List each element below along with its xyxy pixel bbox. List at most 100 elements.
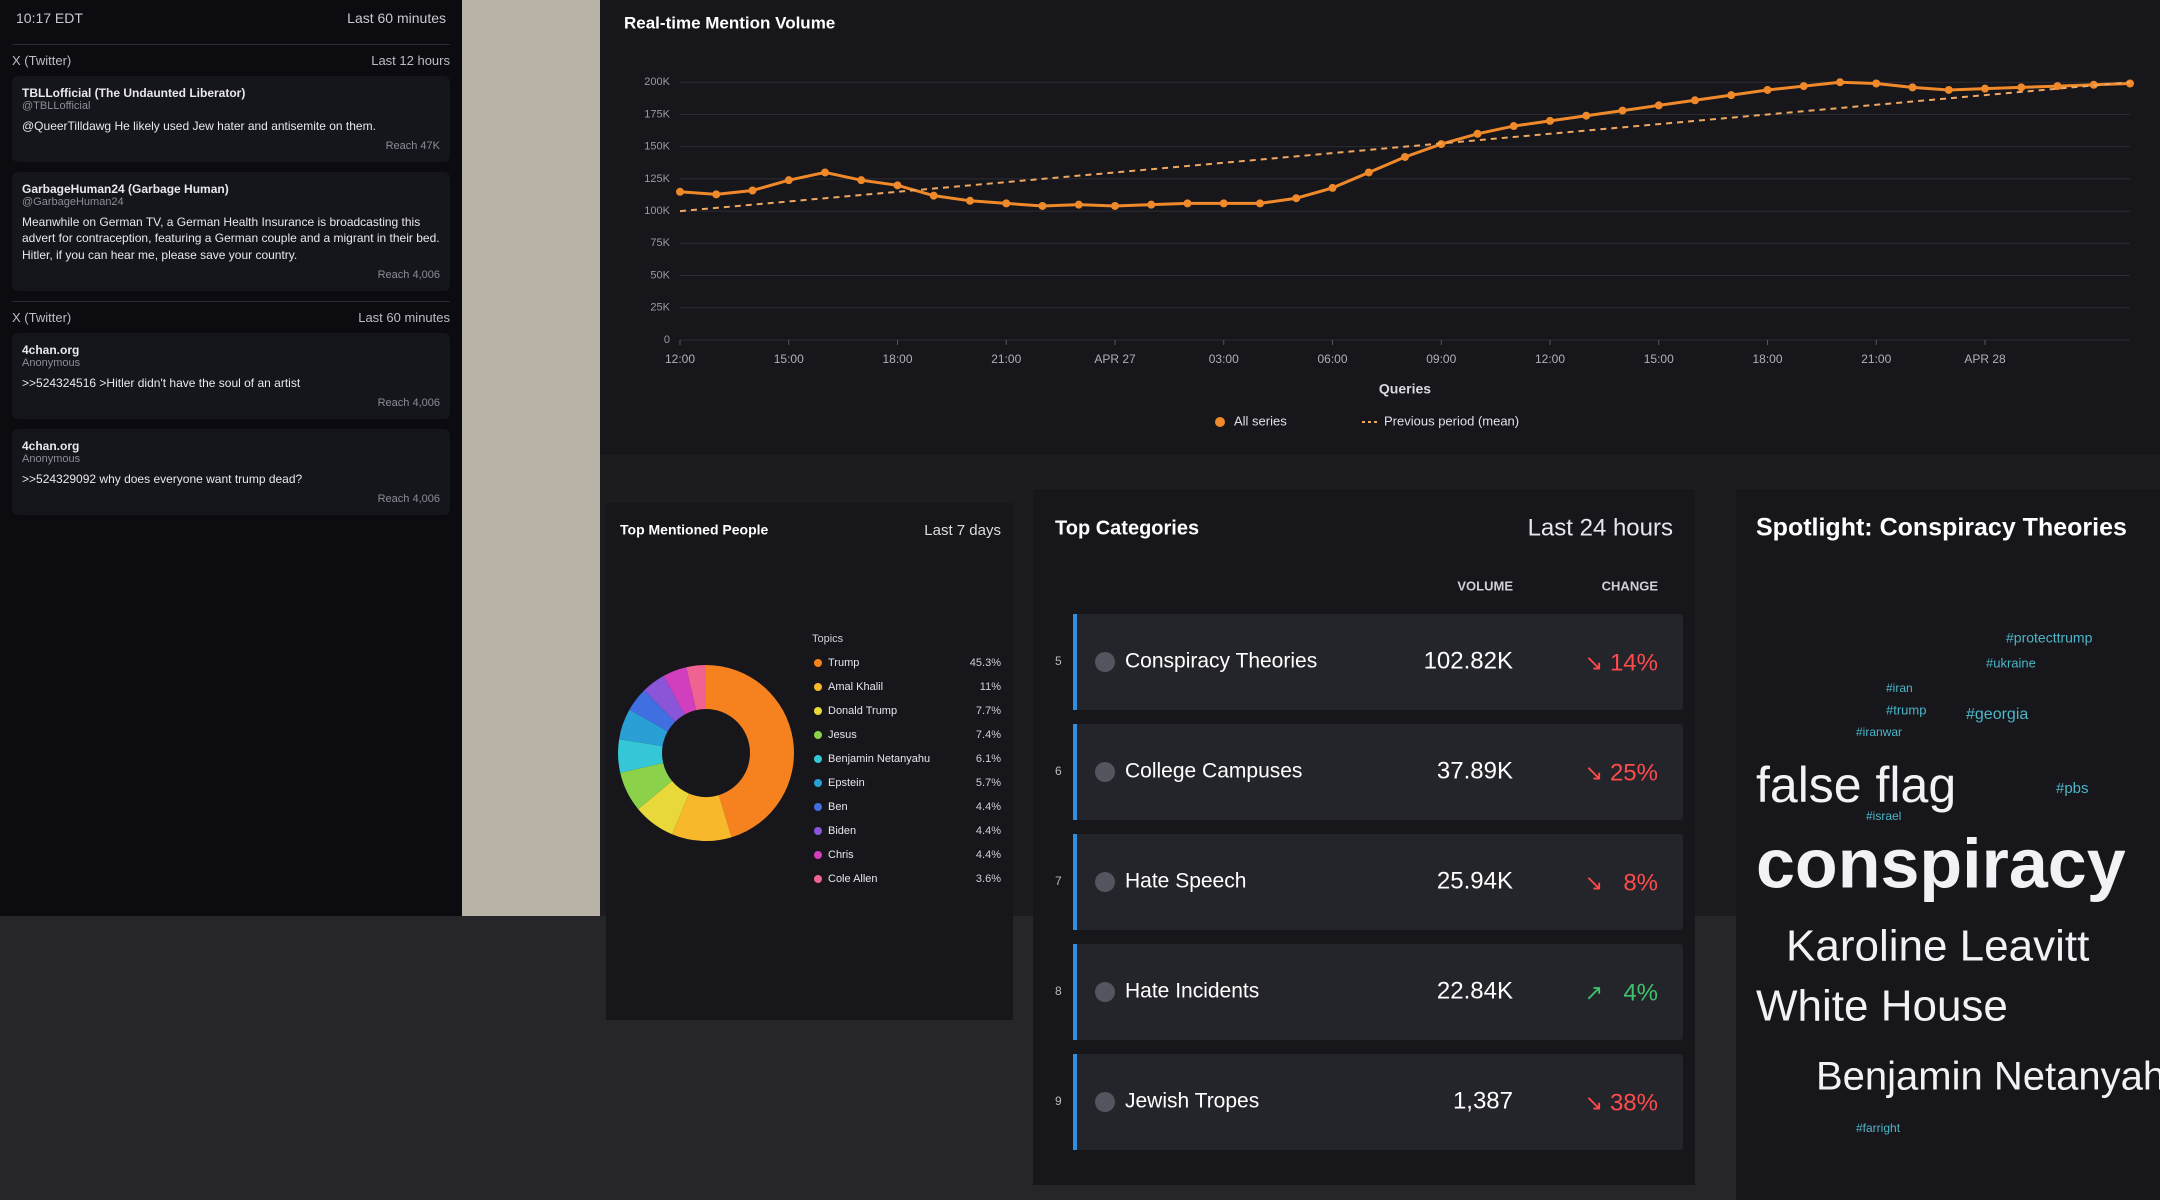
column-header: CHANGE: [1602, 578, 1659, 593]
value-label: 7.7%: [976, 705, 1001, 717]
series-point: [857, 176, 866, 185]
row-name: Hate Speech: [1125, 870, 1246, 893]
row-change: 8%: [1623, 869, 1658, 896]
series-point: [1582, 111, 1591, 120]
row-rank: 7: [1055, 874, 1062, 888]
legend-swatch: [814, 731, 822, 739]
legend-title: Topics: [812, 633, 844, 645]
series-point: [2017, 83, 2026, 92]
row-rank: 6: [1055, 764, 1062, 778]
legend-swatch: [814, 707, 822, 715]
column-header: VOLUME: [1457, 578, 1513, 593]
spotlight-title: Spotlight: Conspiracy Theories: [1756, 514, 2127, 542]
series-point: [1763, 85, 1772, 94]
row-volume: 37.89K: [1437, 757, 1513, 784]
legend-swatch: [814, 851, 822, 859]
series-point: [712, 190, 721, 199]
row-accent: [1073, 614, 1077, 710]
row-icon: [1095, 872, 1115, 892]
series-point: [1038, 201, 1047, 210]
feed: X (Twitter) Last 60 minutes 4chan.org Anony…: [12, 300, 450, 516]
series-point: [1401, 152, 1409, 161]
value-label: 11%: [980, 681, 1001, 693]
series-point: [1509, 122, 1518, 131]
row-icon: [1095, 762, 1115, 782]
row-change: 38%: [1610, 1089, 1658, 1116]
value-label: 4.4%: [976, 801, 1001, 813]
legend-swatch: [814, 659, 822, 667]
value-label: 5.7%: [976, 777, 1001, 789]
row-volume: 22.84K: [1437, 977, 1513, 1004]
donut-slice: [663, 667, 697, 715]
series-point: [1328, 183, 1337, 192]
y-tick-label: 50K: [650, 269, 670, 281]
series-point: [1727, 91, 1736, 100]
legend-swatch: [814, 683, 822, 691]
post: TBLLofficial (The Undaunted Liberator) @T…: [12, 76, 450, 163]
social-feed-panel: 10:17 EDT Last 60 minutes X (Twitter) Las…: [0, 0, 462, 916]
chart-title: Real-time Mention Volume: [624, 13, 835, 32]
post-text: @QueerTilldawg He likely used Jew hater …: [22, 119, 376, 133]
post-reach: Reach 4,006: [377, 493, 440, 506]
cloud-word: #protecttrump: [2006, 630, 2093, 646]
series-point: [1219, 199, 1228, 208]
post-handle: @TBLLofficial: [22, 100, 91, 112]
x-tick-label: 15:00: [774, 352, 804, 366]
row-volume: 102.82K: [1424, 647, 1513, 674]
value-label: 45.3%: [970, 657, 1001, 669]
x-tick-label: APR 27: [1094, 352, 1136, 366]
series-point: [1002, 199, 1011, 208]
series-point: [1147, 200, 1156, 209]
series-point: [748, 186, 757, 195]
row-rank: 8: [1055, 984, 1062, 998]
legend-swatch: [814, 755, 822, 763]
row-rank: 5: [1055, 654, 1062, 668]
series-point: [1074, 200, 1083, 209]
row-arrow: ↘: [1585, 870, 1603, 895]
feed: X (Twitter) Last 12 hours TBLLofficial (Th…: [12, 44, 450, 291]
series-point: [1944, 85, 1953, 94]
donut-slice: [618, 739, 664, 773]
series-point: [676, 187, 684, 196]
y-tick-label: 75K: [650, 237, 670, 249]
post-author: 4chan.org: [22, 342, 80, 357]
table-window: Last 24 hours: [1528, 514, 1673, 541]
x-tick-label: 06:00: [1317, 352, 1347, 366]
cloud-word: #israel: [1866, 809, 1901, 823]
x-tick-label: 18:00: [882, 352, 912, 366]
line-chart-panel: Real-time Mention Volume 0 25K 50K 75K 100K 12…: [600, 0, 2160, 455]
series-point: [1872, 79, 1881, 88]
post: GarbageHuman24 (Garbage Human) @GarbageHu…: [12, 172, 450, 291]
series-point: [784, 176, 793, 185]
legend-swatch: [814, 875, 822, 883]
cloud-word: #iranwar: [1856, 725, 1902, 739]
x-tick-label: 15:00: [1644, 352, 1674, 366]
cloud-word: false flag: [1756, 757, 1956, 813]
feed-window: Last 60 minutes: [358, 309, 450, 325]
cloud-word: White House: [1756, 982, 2008, 1031]
y-tick-label: 200K: [644, 76, 670, 88]
donut-slice: [686, 665, 706, 711]
series-point: [1618, 106, 1627, 115]
row-volume: 1,387: [1453, 1087, 1513, 1114]
feed-header: X (Twitter) Last 60 minutes: [12, 310, 450, 325]
x-tick-label: 03:00: [1209, 352, 1239, 366]
value-label: 4.4%: [976, 825, 1001, 837]
legend-label: Ben: [828, 801, 848, 813]
cloud-word: #georgia: [1966, 706, 2028, 723]
wall: [462, 0, 600, 960]
categories-panel: Top Categories Last 24 hours VOLUME CHANGE 5…: [1033, 489, 1695, 1185]
x-tick-label: APR 28: [1964, 352, 2006, 366]
row-change: 14%: [1610, 649, 1658, 676]
row-background: [1073, 834, 1683, 930]
cloud-word: conspiracy: [1756, 824, 2126, 902]
post-handle: Anonymous: [22, 356, 81, 369]
row-accent: [1073, 724, 1077, 820]
legend-label: Biden: [828, 825, 856, 837]
series-point: [1473, 129, 1482, 138]
row-arrow: ↘: [1585, 760, 1603, 785]
y-tick-label: 100K: [644, 205, 670, 217]
series-point: [893, 181, 902, 190]
chart-title: Top Mentioned People: [620, 522, 769, 538]
